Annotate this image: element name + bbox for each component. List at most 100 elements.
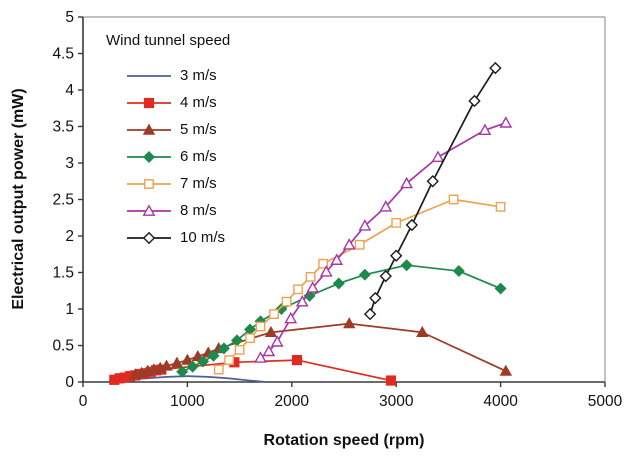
legend-title: Wind tunnel speed	[106, 32, 231, 49]
data-point-marker	[254, 351, 267, 363]
series-line	[259, 122, 507, 359]
data-point-marker	[143, 150, 155, 163]
data-point-marker	[224, 355, 235, 365]
data-point-marker	[142, 231, 156, 244]
series-10-m-s	[363, 61, 502, 321]
data-point-marker	[264, 325, 278, 338]
data-point-marker	[342, 238, 356, 250]
series-5-m-s	[129, 317, 513, 380]
data-point-marker	[186, 360, 199, 373]
data-point-marker	[495, 201, 506, 212]
data-point-marker	[494, 282, 507, 295]
data-point-marker	[245, 333, 255, 344]
data-point-marker	[170, 356, 184, 368]
data-point-marker	[379, 200, 393, 212]
legend-label: 7 m/s	[180, 175, 217, 192]
data-point-marker	[358, 219, 372, 231]
data-point-marker	[354, 239, 365, 250]
data-point-marker	[400, 259, 413, 272]
data-point-marker	[181, 353, 194, 365]
x-tick-label: 5000	[588, 393, 623, 410]
legend-marker-sample	[127, 178, 171, 189]
legend-item-3-m-s: 3 m/s	[104, 62, 230, 89]
legend-item-10-m-s: 10 m/s	[104, 224, 230, 251]
data-point-marker	[142, 203, 156, 216]
data-point-marker	[234, 344, 245, 355]
data-point-marker	[391, 217, 402, 228]
data-point-marker	[400, 176, 414, 189]
data-point-marker	[295, 295, 309, 307]
y-tick-label: 2	[65, 228, 74, 245]
legend-marker-sample	[127, 97, 171, 108]
data-point-marker	[269, 309, 279, 320]
x-tick-label: 2000	[275, 393, 310, 410]
data-point-marker	[318, 258, 329, 269]
data-point-marker	[144, 178, 154, 189]
legend-label: 10 m/s	[180, 229, 226, 246]
data-point-marker	[478, 123, 492, 136]
data-point-marker	[319, 265, 333, 277]
legend-marker-sample	[127, 123, 171, 135]
y-tick-label: 3.5	[52, 119, 74, 136]
legend-marker-sample	[127, 74, 171, 77]
series-7-m-s	[213, 194, 506, 375]
legend-items: 3 m/s 4 m/s 5 m/s 6 m/s 7 m/s 8 m/s 10 m/s	[104, 62, 230, 251]
data-point-marker	[332, 277, 345, 290]
data-point-marker	[358, 268, 371, 281]
data-point-marker	[468, 94, 481, 108]
data-point-marker	[431, 150, 445, 163]
y-tick-label: 0.5	[52, 338, 74, 355]
legend-label: 3 m/s	[180, 67, 217, 84]
y-tick-label: 4.5	[52, 46, 74, 63]
chart-legend: Wind tunnel speed 3 m/s 4 m/s 5 m/s 6 m/s 7 …	[104, 32, 230, 251]
legend-label: 6 m/s	[180, 148, 217, 165]
data-point-marker	[426, 175, 439, 188]
data-point-marker	[142, 123, 156, 135]
legend-item-6-m-s: 6 m/s	[104, 143, 230, 170]
legend-marker-sample	[127, 231, 171, 244]
data-point-marker	[284, 311, 298, 324]
y-tick-label: 2.5	[52, 192, 74, 209]
data-point-marker	[255, 321, 266, 332]
y-tick-label: 5	[65, 9, 74, 26]
data-point-marker	[176, 365, 189, 378]
data-point-marker	[197, 355, 210, 368]
data-point-marker	[291, 355, 303, 366]
y-tick-label: 0	[65, 374, 74, 391]
data-point-marker	[363, 307, 377, 321]
legend-item-8-m-s: 8 m/s	[104, 197, 230, 224]
data-point-marker	[306, 281, 320, 293]
legend-marker-sample	[127, 150, 171, 163]
legend-label: 4 m/s	[180, 94, 217, 111]
data-point-marker	[499, 116, 513, 128]
data-point-marker	[448, 194, 459, 205]
data-point-marker	[343, 317, 356, 329]
data-point-marker	[305, 271, 316, 282]
data-point-marker	[452, 265, 465, 278]
x-tick-label: 4000	[483, 393, 518, 410]
data-point-marker	[390, 249, 403, 262]
data-point-marker	[330, 253, 344, 265]
y-axis-title: Electrical output power (mW)	[10, 88, 27, 310]
legend-item-4-m-s: 4 m/s	[104, 89, 230, 116]
legend-marker-sample	[127, 203, 171, 216]
data-point-marker	[489, 61, 502, 75]
data-point-marker	[160, 359, 173, 371]
data-point-marker	[143, 97, 155, 108]
data-point-marker	[281, 296, 292, 307]
data-point-marker	[293, 284, 303, 295]
data-point-marker	[191, 350, 205, 362]
legend-item-7-m-s: 7 m/s	[104, 170, 230, 197]
data-point-marker	[499, 364, 513, 376]
data-point-marker	[217, 342, 230, 355]
data-point-marker	[369, 291, 382, 305]
y-tick-label: 3	[65, 155, 74, 172]
series-line	[218, 198, 501, 371]
data-point-marker	[379, 269, 392, 283]
data-point-marker	[207, 349, 220, 362]
data-point-marker	[270, 335, 284, 347]
data-point-marker	[262, 344, 276, 357]
x-tick-label: 1000	[170, 393, 205, 410]
